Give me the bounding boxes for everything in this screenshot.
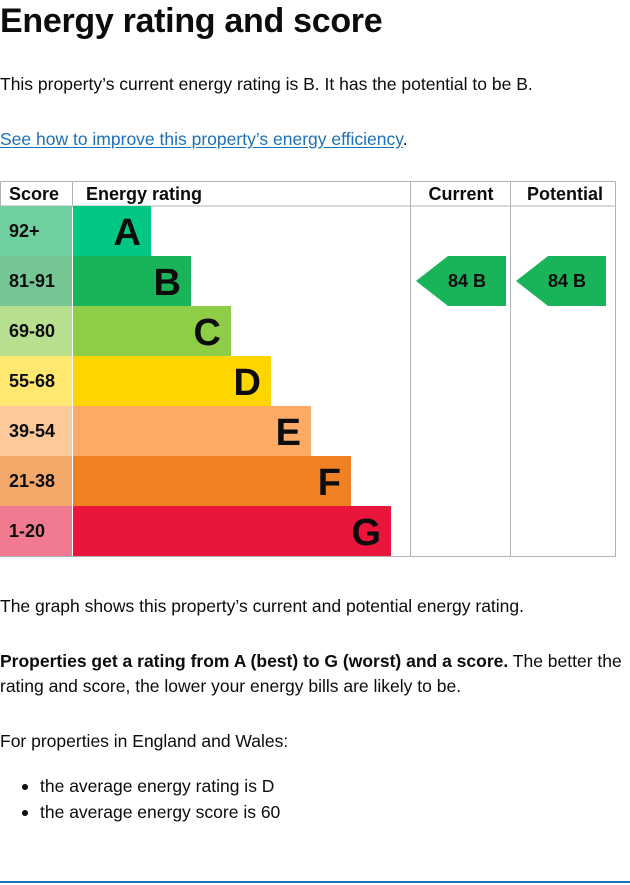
header-potential: Potential (527, 184, 603, 204)
energy-rating-chart: Score Energy rating Current Potential 92… (0, 181, 616, 557)
band-letter-e: E (276, 412, 301, 454)
header-score: Score (9, 184, 59, 204)
rating-markers: 84 B 84 B (416, 256, 606, 306)
band-letter-c: C (194, 312, 221, 354)
rating-intro: This property’s current energy rating is… (0, 74, 533, 94)
bottom-divider (0, 881, 630, 883)
rating-explanation-rest: The better the rating and score, the low… (0, 651, 622, 696)
score-cell-a (0, 206, 72, 256)
band-bar-c (73, 306, 231, 356)
band-bar-a (73, 206, 151, 256)
improve-efficiency-link[interactable]: See how to improve this property’s energ… (0, 129, 403, 149)
band-bar-g (73, 506, 391, 556)
band-letter-b: B (154, 262, 181, 304)
score-cell-b (0, 256, 72, 306)
score-cell-e (0, 406, 72, 456)
current-rating-marker (416, 256, 506, 306)
current-rating-marker-label: 84 B (448, 271, 486, 291)
band-bar-b (73, 256, 191, 306)
score-range-f: 21-38 (9, 471, 55, 491)
page-title: Energy rating and score (0, 2, 383, 40)
score-range-a: 92+ (9, 221, 40, 241)
graph-description: The graph shows this property’s current … (0, 596, 525, 616)
rating-bands: 92+ A 81-91 B 69-80 C 55-68 D 39-54 E 21-38 F 1-20 G (0, 206, 391, 556)
score-range-b: 81-91 (9, 271, 55, 291)
band-letter-f: F (318, 462, 341, 504)
score-cell-f (0, 456, 72, 506)
band-letter-d: D (234, 362, 261, 404)
band-bar-f (73, 456, 351, 506)
potential-rating-marker-label: 84 B (548, 271, 586, 291)
score-range-e: 39-54 (9, 421, 55, 441)
header-energy-rating: Energy rating (86, 184, 202, 204)
rating-explanation: Properties get a rating from A (best) to… (0, 649, 625, 699)
rating-explanation-bold: Properties get a rating from A (best) to… (0, 651, 509, 671)
header-current: Current (428, 184, 493, 204)
band-bar-d (73, 356, 271, 406)
potential-rating-marker (516, 256, 606, 306)
score-range-d: 55-68 (9, 371, 55, 391)
band-letter-a: A (114, 212, 141, 254)
score-cell-c (0, 306, 72, 356)
england-wales-intro: For properties in England and Wales: (0, 731, 289, 751)
list-item: the average energy rating is D (0, 773, 280, 799)
band-bar-e (73, 406, 311, 456)
score-cell-g (0, 506, 72, 556)
averages-list: the average energy rating is D the avera… (0, 773, 280, 825)
band-letter-g: G (351, 512, 381, 554)
list-item: the average energy score is 60 (0, 799, 280, 825)
score-range-g: 1-20 (9, 521, 45, 541)
score-cell-d (0, 356, 72, 406)
improve-link-suffix: . (402, 129, 408, 149)
improve-paragraph: See how to improve this property’s energ… (0, 127, 625, 152)
score-range-c: 69-80 (9, 321, 55, 341)
